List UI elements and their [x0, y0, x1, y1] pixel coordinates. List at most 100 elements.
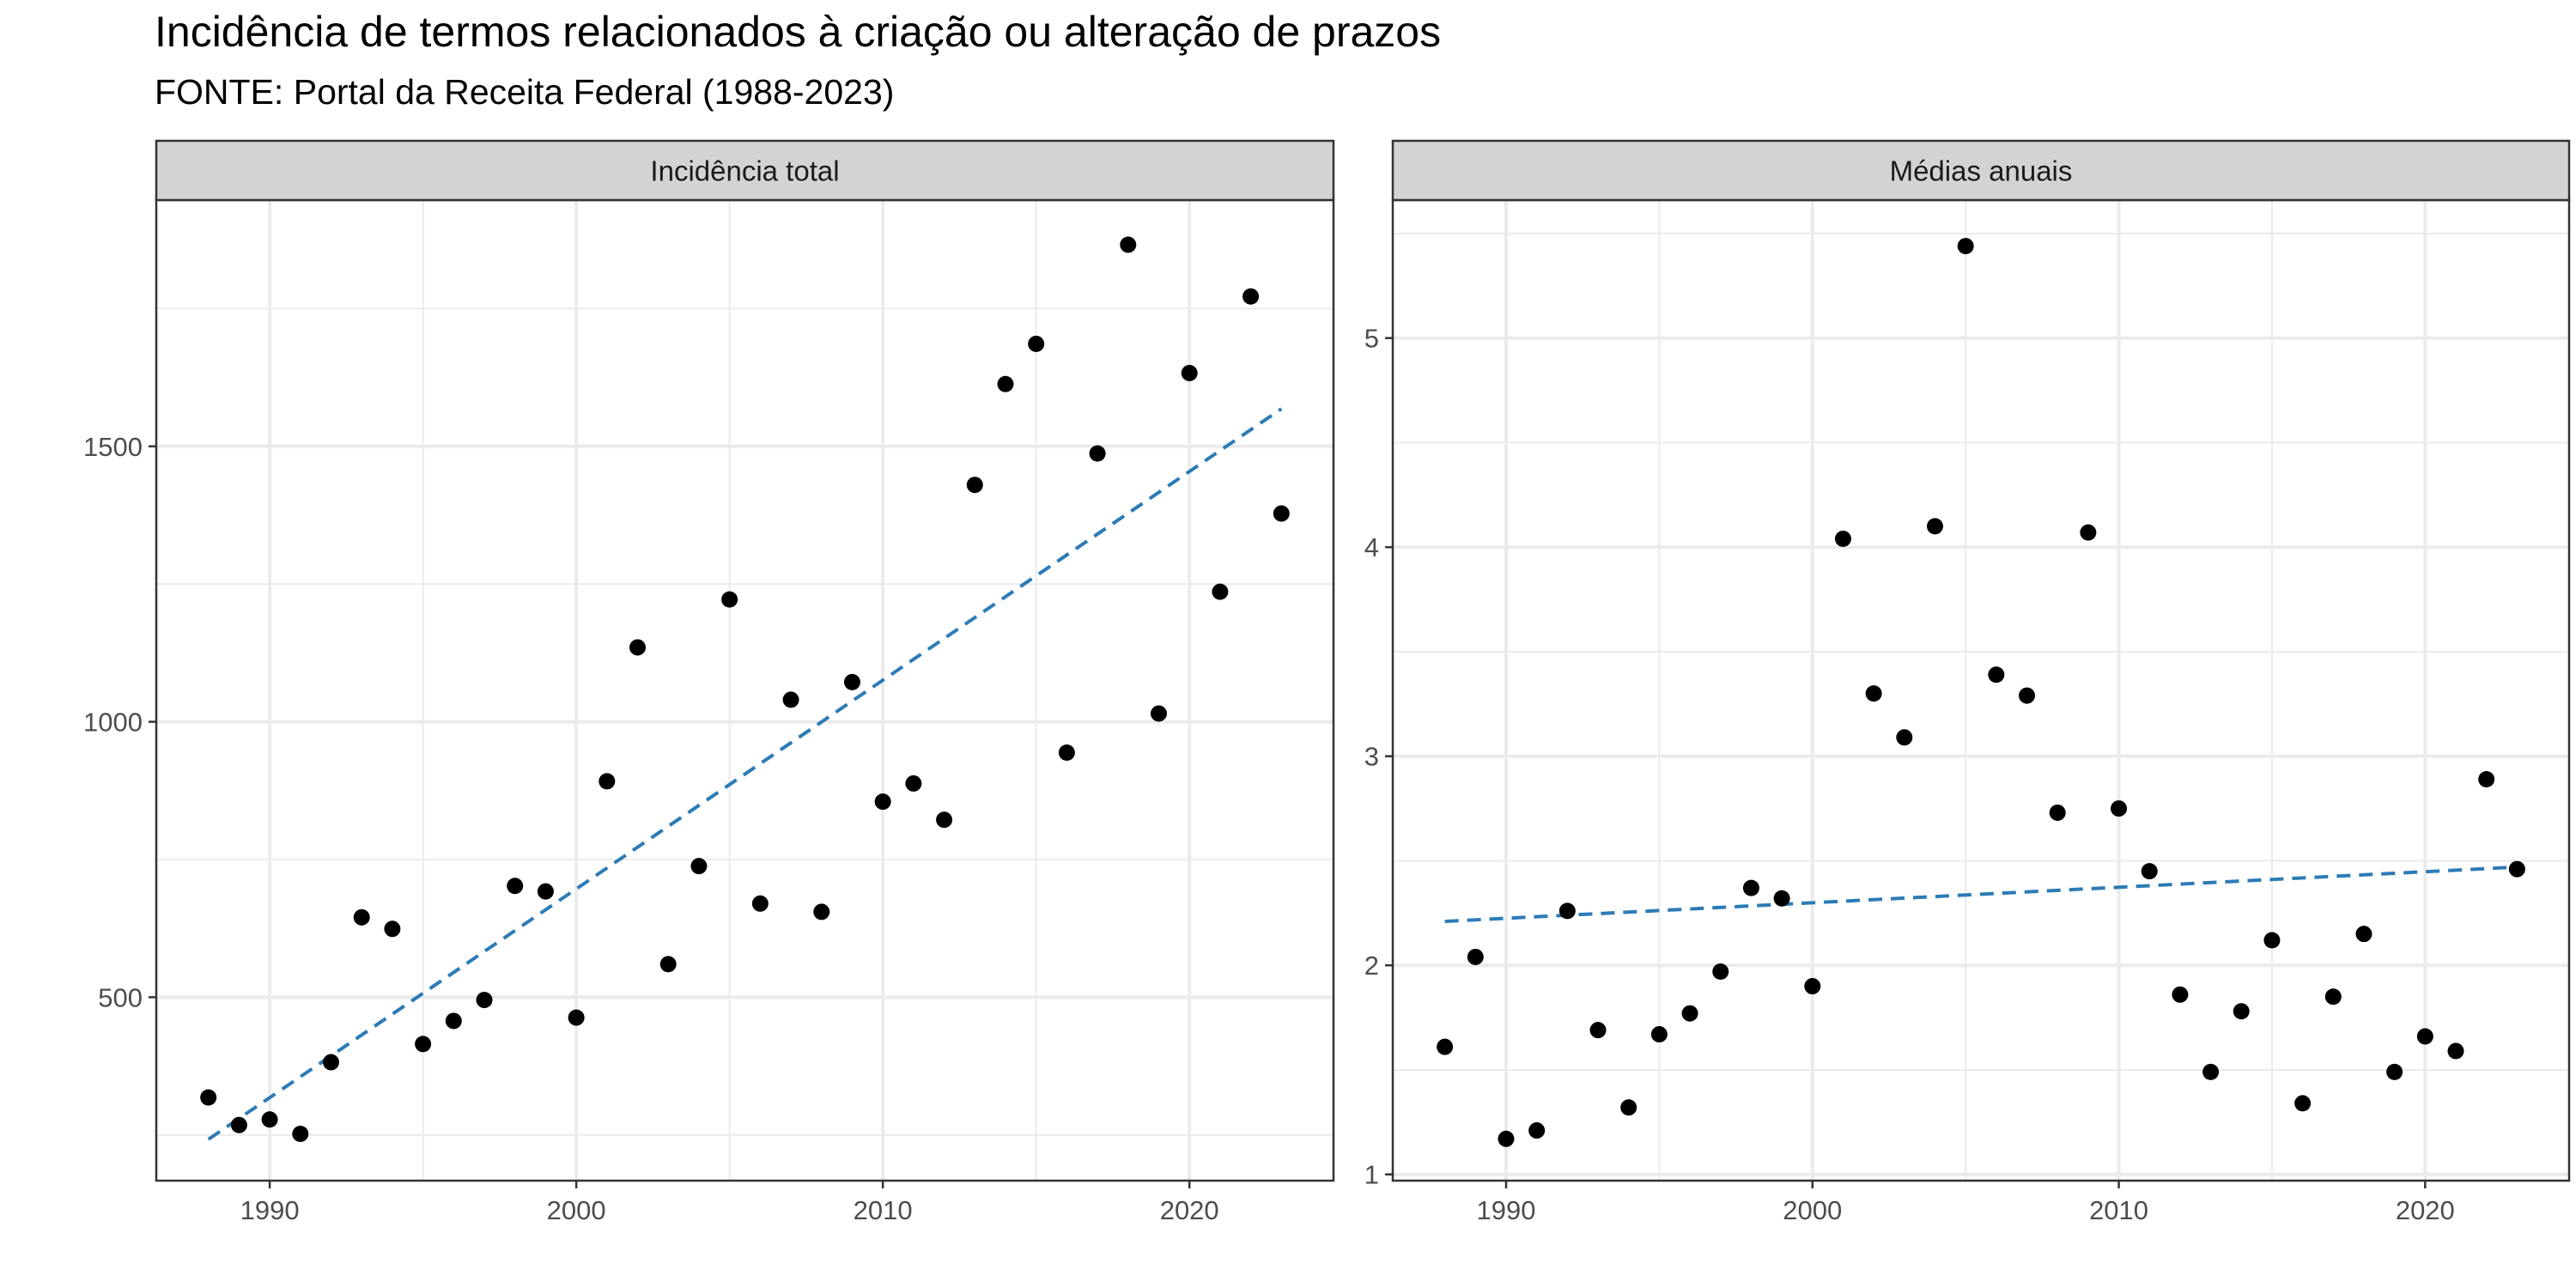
data-point	[1650, 1026, 1668, 1043]
data-point	[2508, 860, 2525, 878]
data-point	[2478, 770, 2495, 787]
y-tick-label: 4	[1364, 532, 1379, 562]
trend-line	[1444, 865, 2518, 924]
x-tick-label: 1990	[240, 1195, 300, 1225]
data-point	[2324, 988, 2342, 1005]
data-point	[230, 1116, 247, 1133]
data-point	[261, 1111, 278, 1128]
y-tick-label: 1	[1364, 1160, 1379, 1190]
data-point	[2233, 1003, 2250, 1020]
y-tick-label: 1000	[83, 708, 143, 738]
data-point	[568, 1009, 585, 1026]
data-point	[1181, 364, 1198, 381]
data-point	[2111, 800, 2128, 817]
data-point	[629, 639, 647, 656]
data-point	[1089, 445, 1106, 462]
data-point	[292, 1125, 309, 1142]
data-point	[476, 992, 493, 1009]
data-point	[1834, 530, 1851, 547]
x-tick-label: 2020	[1160, 1195, 1219, 1225]
data-point	[2355, 926, 2372, 943]
y-tick-label: 3	[1364, 742, 1379, 772]
panel-background	[1393, 200, 2569, 1181]
data-point	[1212, 583, 1229, 600]
data-point	[843, 673, 860, 690]
data-point	[690, 858, 708, 875]
data-point	[2294, 1095, 2312, 1112]
data-point	[1150, 705, 1167, 722]
data-point	[1467, 948, 1484, 965]
data-point	[1742, 879, 1759, 896]
facet-strip-label: Médias anuais	[1890, 155, 2073, 187]
data-point	[1589, 1022, 1607, 1039]
data-point	[1926, 518, 1943, 535]
facet-strip	[155, 139, 1335, 202]
data-point	[1437, 1038, 1454, 1055]
data-point	[1865, 685, 1882, 702]
y-tick-label: 2	[1364, 951, 1379, 981]
y-tick-label: 500	[98, 982, 143, 1012]
data-point	[1120, 236, 1137, 253]
data-point	[1681, 1005, 1698, 1022]
data-point	[323, 1054, 340, 1071]
chart-title: Incidência de termos relacionados à cria…	[155, 8, 1442, 56]
data-point	[721, 591, 738, 608]
data-point	[2080, 524, 2097, 541]
data-point	[2447, 1042, 2464, 1060]
x-tick-label: 2010	[854, 1195, 913, 1225]
chart-subtitle: FONTE: Portal da Receita Federal (1988-2…	[155, 72, 895, 112]
data-point	[2141, 863, 2158, 880]
data-point	[1528, 1122, 1546, 1139]
facet-strip	[1391, 139, 2571, 202]
panel-background	[156, 200, 1334, 1181]
data-point	[1558, 902, 1576, 920]
data-point	[2416, 1028, 2433, 1045]
data-point	[384, 920, 401, 938]
data-point	[813, 903, 830, 920]
data-point	[2172, 986, 2189, 1003]
data-point	[905, 775, 922, 792]
data-point	[1804, 978, 1821, 995]
data-point	[1988, 666, 2005, 683]
data-point	[2019, 687, 2036, 704]
data-point	[200, 1089, 217, 1106]
data-point	[966, 477, 983, 494]
data-point	[1712, 963, 1729, 981]
data-point	[353, 908, 370, 926]
data-point	[1773, 890, 1790, 907]
y-tick-label: 1500	[83, 432, 143, 462]
x-tick-label: 2020	[2396, 1195, 2455, 1225]
data-point	[445, 1012, 462, 1030]
data-point	[598, 773, 616, 790]
data-point	[751, 895, 769, 912]
data-point	[936, 811, 953, 829]
facet-strip-label: Incidência total	[650, 155, 839, 187]
x-tick-label: 2010	[2089, 1195, 2148, 1225]
facet-panel-2: Médias anuais 1990 2000 2010 2020 1 2 3 4 5	[1364, 139, 2571, 1225]
data-point	[874, 793, 891, 811]
data-point	[2263, 932, 2281, 949]
trend-line	[207, 407, 1283, 1141]
data-point	[997, 375, 1014, 392]
data-point	[1242, 288, 1260, 305]
data-point	[2202, 1063, 2220, 1080]
x-tick-label: 2000	[1783, 1195, 1842, 1225]
data-point	[1620, 1099, 1637, 1116]
data-point	[1957, 238, 1974, 255]
data-point	[782, 691, 799, 708]
data-point	[659, 956, 677, 973]
y-tick-label: 5	[1364, 324, 1379, 354]
data-point	[1028, 335, 1045, 352]
data-point	[415, 1036, 432, 1053]
data-point	[1273, 505, 1290, 522]
x-tick-label: 2000	[547, 1195, 606, 1225]
data-point	[2386, 1063, 2403, 1080]
data-point	[2049, 804, 2066, 821]
data-point	[1498, 1130, 1515, 1147]
x-tick-label: 1990	[1477, 1195, 1536, 1225]
data-point	[1058, 744, 1075, 761]
data-point	[537, 883, 554, 900]
facet-panel-1: Incidência total 1990 2000 2010 2020 500 1000 1…	[83, 139, 1335, 1225]
